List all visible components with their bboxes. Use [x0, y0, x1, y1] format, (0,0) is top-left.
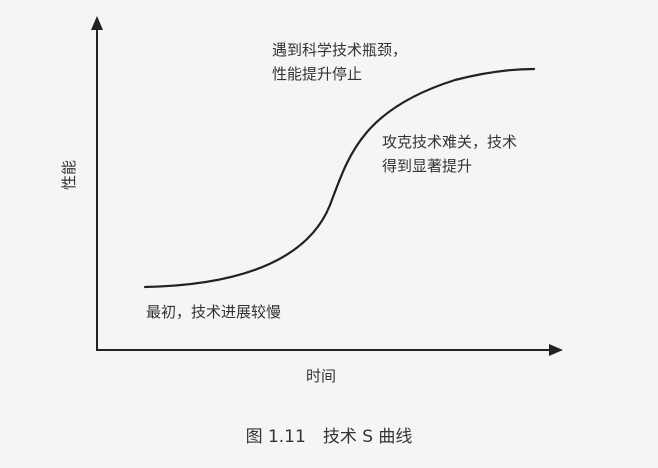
- annotation-middle-line-1: 攻克技术难关，技术: [382, 133, 518, 151]
- annotation-top-line-2: 性能提升停止: [272, 65, 363, 83]
- annotation-top-line-1: 遇到科学技术瓶颈，: [272, 41, 408, 59]
- s-curve: [143, 67, 536, 289]
- y-axis-label: 性能: [60, 159, 78, 190]
- x-axis-arrow: [549, 344, 563, 356]
- annotation-top: 遇到科学技术瓶颈， 性能提升停止: [272, 38, 407, 86]
- figure-caption: 图 1.11 技术 S 曲线: [245, 427, 413, 447]
- annotation-middle: 攻克技术难关，技术 得到显著提升: [382, 130, 517, 178]
- y-axis-arrow: [91, 16, 103, 30]
- annotation-middle-line-2: 得到显著提升: [382, 157, 473, 175]
- annotation-bottom-line-1: 最初，技术进展较慢: [146, 303, 282, 321]
- annotation-bottom: 最初，技术进展较慢: [146, 300, 281, 324]
- x-axis-label: 时间: [306, 367, 337, 385]
